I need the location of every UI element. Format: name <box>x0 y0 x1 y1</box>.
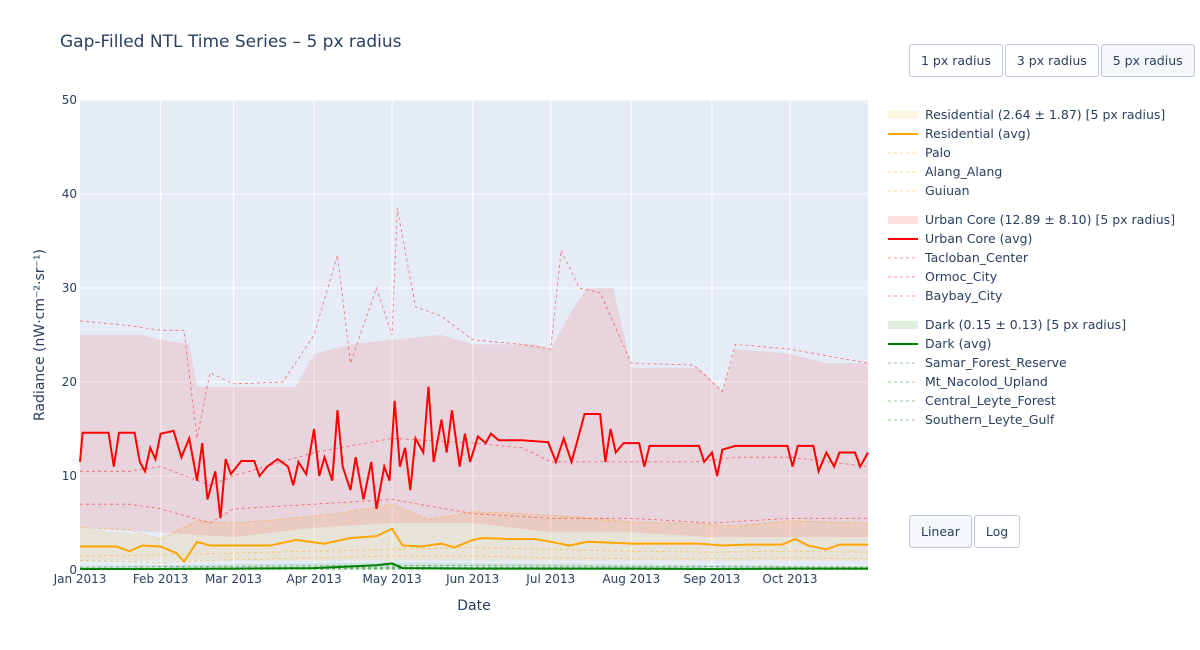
y-tick-label: 50 <box>62 93 77 107</box>
y-tick-label: 40 <box>62 187 77 201</box>
legend-swatch <box>888 233 918 245</box>
series-line-baybay-city[interactable] <box>80 499 868 524</box>
series-line-guiuan[interactable] <box>79 555 869 563</box>
legend-label: Alang_Alang <box>925 164 1003 179</box>
x-tick-label: Jun 2013 <box>445 572 499 586</box>
legend-swatch <box>888 214 918 226</box>
legend-swatch <box>888 395 918 407</box>
legend-group-gap <box>888 200 1175 210</box>
series-line-residential-avg[interactable] <box>80 527 868 564</box>
log-scale-button[interactable]: Log <box>973 515 1021 548</box>
legend: Residential (2.64 ± 1.87) [5 px radius] R… <box>888 105 1175 429</box>
legend-swatch <box>888 252 918 264</box>
legend-swatch <box>888 357 918 369</box>
legend-item[interactable]: Dark (avg) <box>888 334 1175 353</box>
legend-item[interactable]: Urban Core (avg) <box>888 229 1175 248</box>
legend-item[interactable]: Tacloban_Center <box>888 248 1175 267</box>
legend-item[interactable]: Residential (avg) <box>888 124 1175 143</box>
series-line-dark-avg[interactable] <box>80 562 868 571</box>
legend-label: Dark (avg) <box>925 336 992 351</box>
legend-item[interactable]: Palo <box>888 143 1175 162</box>
legend-swatch <box>888 109 918 121</box>
legend-swatch <box>888 166 918 178</box>
y-tick-label: 0 <box>69 563 77 577</box>
y-tick-label: 30 <box>62 281 77 295</box>
legend-label: Ormoc_City <box>925 269 998 284</box>
x-axis-title: Date <box>457 598 490 614</box>
x-tick-label: Feb 2013 <box>133 572 189 586</box>
legend-label: Residential (2.64 ± 1.87) [5 px radius] <box>925 107 1166 122</box>
legend-group-gap <box>888 305 1175 315</box>
series-line-samar-forest-reserve[interactable] <box>79 564 869 568</box>
legend-item[interactable]: Urban Core (12.89 ± 8.10) [5 px radius] <box>888 210 1175 229</box>
legend-label: Dark (0.15 ± 0.13) [5 px radius] <box>925 317 1127 332</box>
legend-label: Southern_Leyte_Gulf <box>925 412 1055 427</box>
legend-item[interactable]: Mt_Nacolod_Upland <box>888 372 1175 391</box>
legend-label: Tacloban_Center <box>925 250 1029 265</box>
radius-1px-button[interactable]: 1 px radius <box>909 44 1003 77</box>
legend-label: Central_Leyte_Forest <box>925 393 1056 408</box>
legend-item[interactable]: Dark (0.15 ± 0.13) [5 px radius] <box>888 315 1175 334</box>
x-tick-label: May 2013 <box>362 572 421 586</box>
plot-background <box>80 100 868 570</box>
legend-item[interactable]: Samar_Forest_Reserve <box>888 353 1175 372</box>
band-urban-core <box>80 288 868 538</box>
scale-button-group: Linear Log <box>909 515 1022 548</box>
linear-scale-button[interactable]: Linear <box>909 515 972 548</box>
band-residential <box>80 504 868 561</box>
radius-button-group: 1 px radius 3 px radius 5 px radius <box>909 44 1197 77</box>
legend-swatch <box>888 319 918 331</box>
legend-label: Guiuan <box>925 183 970 198</box>
legend-swatch <box>888 128 918 140</box>
legend-swatch <box>888 271 918 283</box>
axis-layer: 0 10 20 30 40 50 Jan 2013 Feb 2013 Mar 2013 Apr 2… <box>53 93 818 586</box>
x-tick-label: Oct 2013 <box>762 572 817 586</box>
x-tick-label: Jan 2013 <box>53 572 107 586</box>
legend-item[interactable]: Ormoc_City <box>888 267 1175 286</box>
legend-item[interactable]: Alang_Alang <box>888 162 1175 181</box>
legend-label: Samar_Forest_Reserve <box>925 355 1067 370</box>
legend-label: Residential (avg) <box>925 126 1031 141</box>
legend-item[interactable]: Baybay_City <box>888 286 1175 305</box>
y-axis-title: Radiance (nW·cm⁻²·sr⁻¹) <box>32 249 48 421</box>
legend-item[interactable]: Southern_Leyte_Gulf <box>888 410 1175 429</box>
x-tick-label: Apr 2013 <box>286 572 341 586</box>
x-tick-label: Mar 2013 <box>205 572 262 586</box>
legend-item[interactable]: Residential (2.64 ± 1.87) [5 px radius] <box>888 105 1175 124</box>
chart-title: Gap-Filled NTL Time Series – 5 px radius <box>60 32 402 52</box>
legend-label: Mt_Nacolod_Upland <box>925 374 1048 389</box>
series-line-tacloban-center[interactable] <box>79 208 869 439</box>
radius-3px-button[interactable]: 3 px radius <box>1004 44 1099 77</box>
x-tick-label: Jul 2013 <box>525 572 575 586</box>
legend-label: Palo <box>925 145 951 160</box>
legend-swatch <box>888 147 918 159</box>
y-tick-label: 10 <box>62 469 77 483</box>
legend-swatch <box>888 338 918 350</box>
legend-item[interactable]: Guiuan <box>888 181 1175 200</box>
series-layer <box>79 208 869 571</box>
legend-label: Urban Core (12.89 ± 8.10) [5 px radius] <box>925 212 1176 227</box>
x-tick-label: Sep 2013 <box>683 572 740 586</box>
legend-swatch <box>888 290 918 302</box>
legend-label: Baybay_City <box>925 288 1003 303</box>
series-line-alang-alang[interactable] <box>79 547 869 557</box>
legend-item[interactable]: Central_Leyte_Forest <box>888 391 1175 410</box>
legend-swatch <box>888 414 918 426</box>
legend-swatch <box>888 185 918 197</box>
x-tick-label: Aug 2013 <box>602 572 660 586</box>
grid-lines <box>80 99 868 571</box>
series-line-urban-core-avg[interactable] <box>79 386 869 519</box>
y-tick-label: 20 <box>62 375 77 389</box>
radius-5px-button[interactable]: 5 px radius <box>1100 44 1195 77</box>
legend-label: Urban Core (avg) <box>925 231 1033 246</box>
legend-swatch <box>888 376 918 388</box>
series-line-palo[interactable] <box>79 503 869 541</box>
